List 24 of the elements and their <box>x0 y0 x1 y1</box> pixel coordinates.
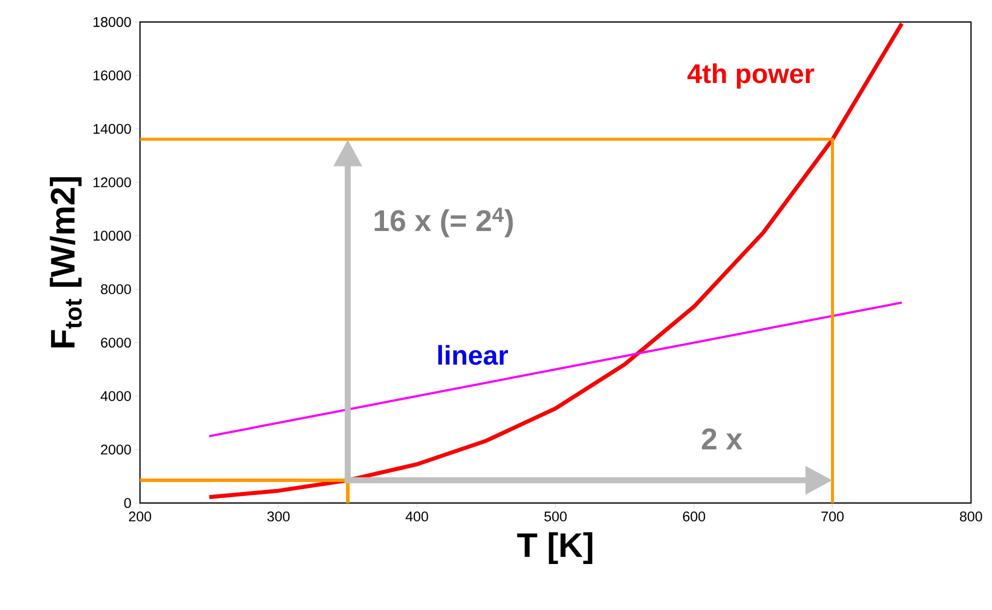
y-tick-label: 8000 <box>100 284 131 294</box>
y-tick-label: 14000 <box>94 124 131 134</box>
series-label: linear <box>438 345 508 365</box>
annotation: 2 x <box>702 428 742 450</box>
y-tick-label: 6000 <box>101 338 131 348</box>
x-tick-label: 200 <box>129 512 152 522</box>
x-tick-label: 800 <box>960 512 982 522</box>
series-label: 4th power <box>687 63 814 89</box>
x-tick-label: 600 <box>683 512 706 522</box>
x-tick-label: 400 <box>406 512 428 522</box>
x-tick-label: 300 <box>267 512 290 522</box>
y-tick-label: 4000 <box>100 391 131 402</box>
y-tick-label: 0 <box>124 498 131 508</box>
x-tick-label: 700 <box>822 512 844 522</box>
line-series <box>207 22 904 500</box>
y-tick-label: 12000 <box>94 177 131 188</box>
y-axis-title: F$_{tot}$ [W/m2] <box>50 177 82 348</box>
annotation: 16 x (= 2$^{4}$) <box>374 208 513 238</box>
y-tick-label: 16000 <box>94 70 131 80</box>
y-tick-label: 2000 <box>101 444 131 455</box>
x-tick-label: 500 <box>544 512 567 522</box>
y-tick-label: 10000 <box>94 230 131 241</box>
x-axis-title: T [K] <box>517 532 592 564</box>
y-tick-label: 18000 <box>94 17 131 27</box>
